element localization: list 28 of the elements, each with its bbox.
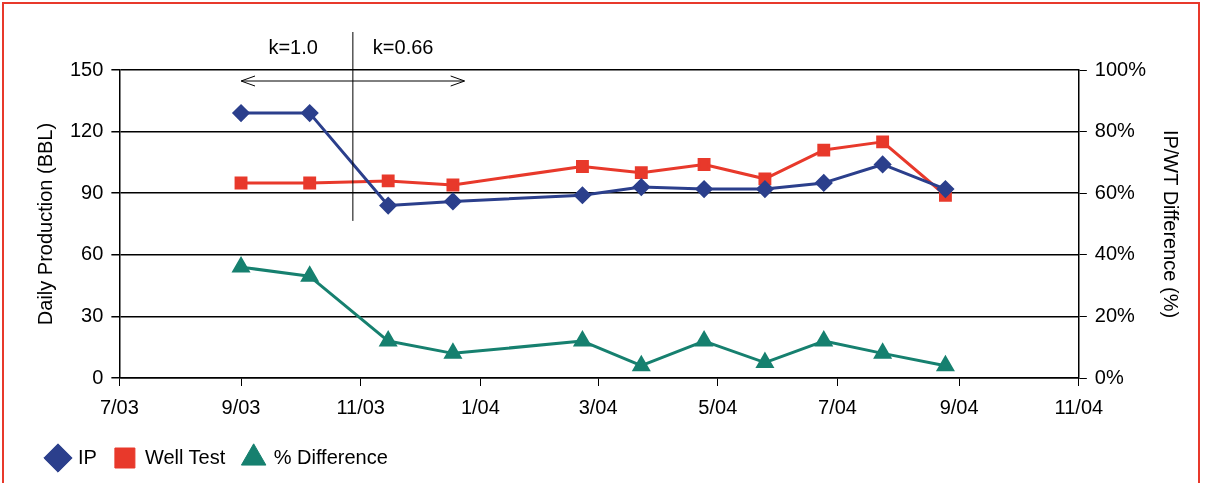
text: k=0.66 — [372, 35, 434, 58]
y-axis-title: Daily Production (BBL) — [33, 122, 56, 326]
y2-tick-label: 20% — [1094, 303, 1136, 326]
x-tick-label: 9/03 — [221, 395, 261, 418]
y-tick-label: 90 — [81, 180, 104, 203]
x-tick-label: 5/04 — [698, 395, 738, 418]
y2-tick-label: 80% — [1094, 119, 1136, 142]
y2-tick-label: 60% — [1094, 180, 1136, 203]
legend-label: Well Test — [144, 445, 226, 468]
x-tick-label: 1/04 — [460, 395, 500, 418]
y2-axis-title: IP/WT Difference (%) — [1160, 129, 1183, 319]
y2-tick-label: 0% — [1094, 365, 1124, 388]
y2-tick-label: 100% — [1094, 57, 1147, 80]
x-tick-label: 3/04 — [578, 395, 618, 418]
y-tick-label: 30 — [81, 303, 104, 326]
y-tick-label: 0 — [92, 365, 104, 388]
x-tick-label: 7/03 — [99, 395, 139, 418]
x-tick-label: 11/04 — [1054, 395, 1104, 418]
y-tick-label: 120 — [69, 119, 104, 142]
text: k=1.0 — [268, 35, 318, 58]
legend-label: % Difference — [273, 445, 388, 468]
y-tick-label: 150 — [69, 57, 104, 80]
x-tick-label: 11/03 — [336, 395, 385, 418]
y2-tick-label: 40% — [1094, 242, 1136, 265]
y-tick-label: 60 — [81, 242, 104, 265]
x-tick-label: 9/04 — [939, 395, 979, 418]
legend-label: IP — [78, 445, 97, 468]
x-tick-label: 7/04 — [818, 395, 857, 418]
